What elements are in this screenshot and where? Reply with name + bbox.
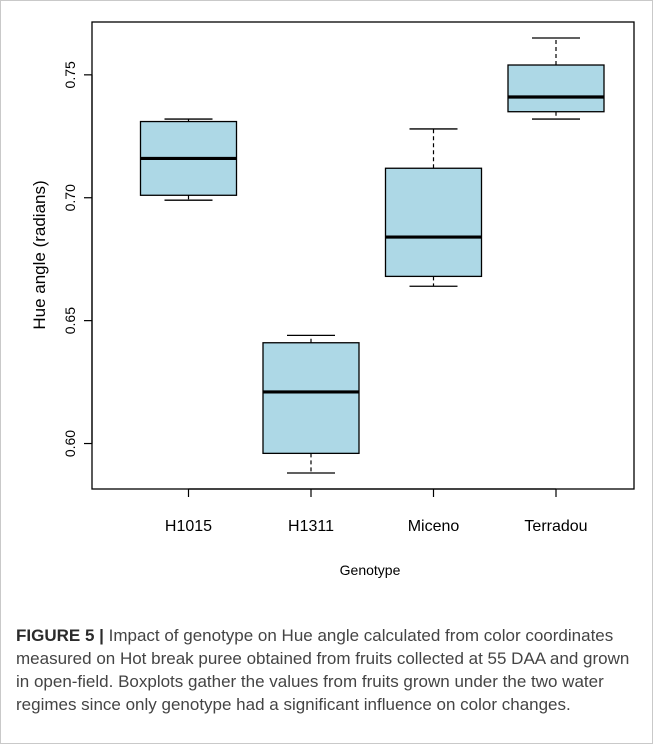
iqr-box <box>384 167 483 278</box>
caption-label: FIGURE 5 | <box>16 626 104 645</box>
x-tick-label: H1311 <box>288 518 334 535</box>
y-tick-label: 0.75 <box>62 61 78 88</box>
caption-text: Impact of genotype on Hue angle calculat… <box>16 626 630 714</box>
box-h1015 <box>139 118 238 201</box>
x-tick-label: H1015 <box>165 518 212 535</box>
x-tick-label: Miceno <box>408 518 460 535</box>
figure-caption: FIGURE 5 | Impact of genotype on Hue ang… <box>16 624 646 716</box>
y-tick-label: 0.65 <box>62 307 78 334</box>
box-h1311 <box>262 334 360 474</box>
y-tick-label: 0.70 <box>62 184 78 211</box>
iqr-box <box>507 64 605 113</box>
boxes-layer <box>139 37 605 474</box>
boxplot-chart: 0.60 0.65 0.70 0.75 H1015 H1311 Miceno Terrado… <box>30 21 635 578</box>
box-miceno <box>384 128 483 287</box>
x-axis-title: Genotype <box>340 562 401 578</box>
box-terradou <box>507 37 605 120</box>
y-axis: 0.60 0.65 0.70 0.75 <box>62 61 93 457</box>
x-axis: H1015 H1311 Miceno Terradou <box>165 488 588 535</box>
y-tick-label: 0.60 <box>62 430 78 457</box>
y-axis-title: Hue angle (radians) <box>30 180 49 329</box>
iqr-box <box>262 342 360 455</box>
x-tick-label: Terradou <box>524 518 587 535</box>
